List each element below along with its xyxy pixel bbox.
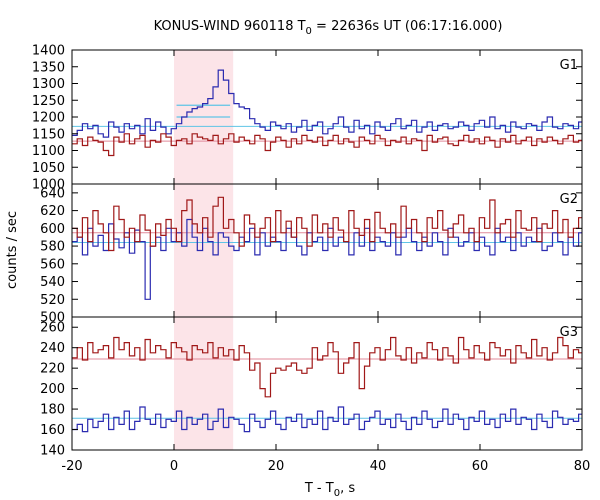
G2-y-tick-label: 560	[40, 257, 65, 272]
x-tick-label: 40	[370, 459, 387, 474]
G1-y-tick-label: 1400	[32, 44, 65, 59]
G1-y-tick-label: 1000	[32, 178, 65, 193]
G1-y-tick-label: 1200	[32, 111, 65, 126]
x-tick-label: 0	[170, 459, 178, 474]
G3-y-tick-label: 160	[40, 423, 65, 438]
G1-y-tick-label: 1100	[32, 144, 65, 159]
G1-frame	[71, 49, 583, 185]
G1-y-tick-label: 1150	[32, 127, 65, 142]
x-axis-label: T - T0, s	[304, 481, 355, 499]
G3-blue-series	[72, 406, 582, 433]
G2-y-tick-label: 580	[40, 240, 65, 255]
G3-y-tick-label: 180	[40, 403, 65, 418]
G2-y-tick-label: 540	[40, 275, 65, 290]
panels: 100010501100115012001250130013501400G150…	[32, 44, 590, 475]
x-tick-label: -20	[61, 459, 82, 474]
G2-y-tick-label: 500	[40, 311, 65, 326]
G2-y-tick-label: 620	[40, 204, 65, 219]
G3-y-tick-label: 220	[40, 362, 65, 377]
G2-red-series	[72, 196, 582, 252]
highlight-band	[174, 50, 234, 450]
x-tick-label: 20	[268, 459, 285, 474]
chart-title: KONUS-WIND 960118 T0 = 22636s UT (06:17:…	[154, 19, 503, 37]
G1-y-tick-label: 1050	[32, 161, 65, 176]
G2-y-tick-label: 600	[40, 222, 65, 237]
G3-frame	[71, 316, 583, 451]
G1-blue-series	[72, 69, 582, 138]
G3-red-series	[72, 336, 582, 398]
y-axis-label: counts / sec	[5, 211, 20, 289]
G1-y-tick-label: 1250	[32, 94, 65, 109]
x-tick-label: 60	[472, 459, 489, 474]
G3-y-tick-label: 260	[40, 321, 65, 336]
G1-y-tick-label: 1350	[32, 60, 65, 75]
G2-y-tick-label: 640	[40, 186, 65, 201]
G2-blue-series	[72, 218, 582, 300]
G3-y-tick-label: 200	[40, 382, 65, 397]
G2-panel-label: G2	[560, 192, 578, 207]
G3-y-tick-label: 240	[40, 341, 65, 356]
G3-y-tick-label: 140	[40, 444, 65, 459]
G1-panel-label: G1	[560, 58, 578, 73]
G1-red-series	[72, 133, 582, 157]
G1-y-tick-label: 1300	[32, 77, 65, 92]
G3-panel-label: G3	[560, 325, 578, 340]
x-tick-label: 80	[574, 459, 591, 474]
G2-y-tick-label: 520	[40, 293, 65, 308]
